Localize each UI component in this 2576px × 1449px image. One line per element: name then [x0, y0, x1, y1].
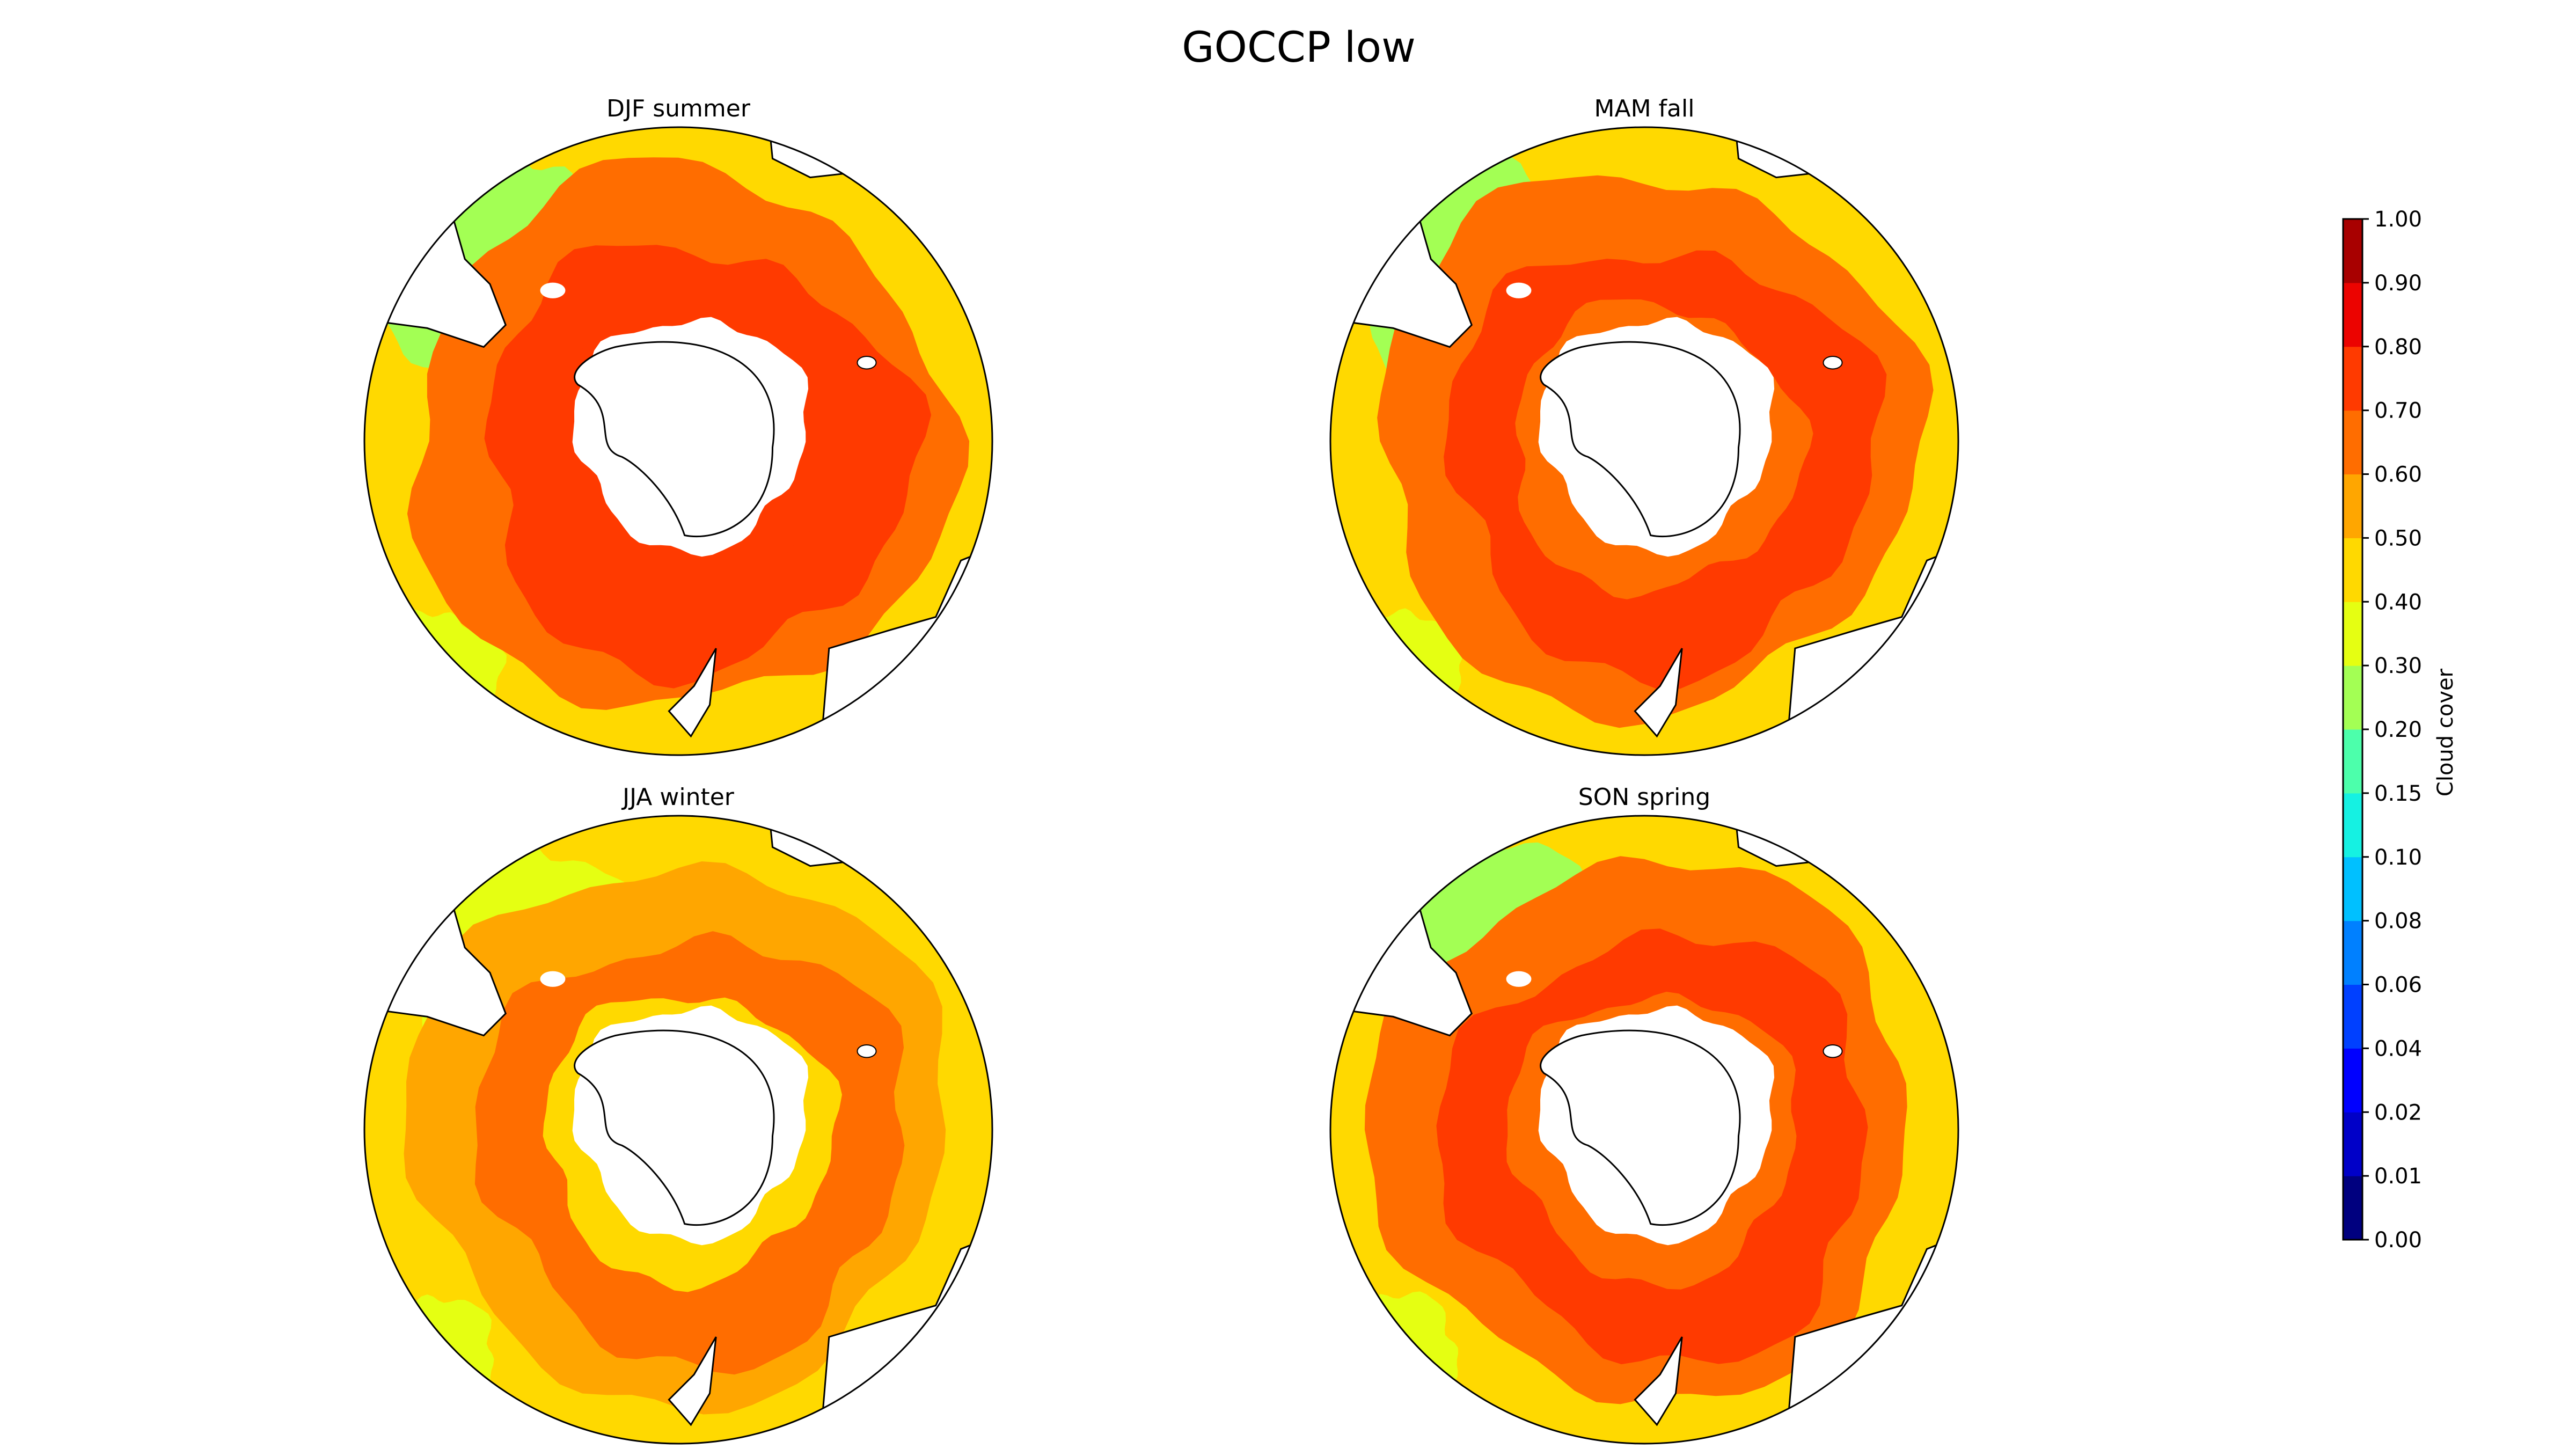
- colorbar-segment: [2343, 219, 2362, 283]
- colorbar-tick-label: 0.20: [2374, 718, 2422, 742]
- colorbar-tick-label: 0.30: [2374, 654, 2422, 678]
- colorbar-segment: [2343, 474, 2362, 538]
- new-zealand-coastline: [668, 1336, 717, 1426]
- new-zealand-coastline: [1634, 648, 1683, 738]
- colorbar-tick-label: 1.00: [2374, 207, 2422, 232]
- colorbar-tick-label: 0.15: [2374, 781, 2422, 806]
- low-cloud-patch: [1330, 1291, 1458, 1437]
- colorbar-tick-label: 0.70: [2374, 399, 2422, 423]
- new-zealand-coastline: [1634, 1336, 1683, 1426]
- colorbar-tick-label: 0.01: [2374, 1164, 2422, 1189]
- antarctica-coastline: [574, 1029, 775, 1226]
- panel-grid: DJF summer MAM fall JJA winter SON spring: [363, 95, 1959, 1445]
- polar-map-panel: MAM fall: [1329, 95, 1959, 756]
- polar-map-panel: JJA winter: [363, 784, 993, 1445]
- africa-coastline: [1731, 816, 1865, 867]
- antarctica-coastline: [574, 341, 775, 538]
- panel-title: SON spring: [1578, 784, 1710, 811]
- map-boundary: [1329, 126, 1959, 756]
- kerguelen-island: [1823, 1044, 1843, 1058]
- colorbar-segment: [2343, 282, 2362, 347]
- antarctica-coastline: [1540, 1029, 1741, 1226]
- cloud-field: [364, 127, 992, 755]
- colorbar-tick-label: 0.04: [2374, 1036, 2422, 1061]
- colorbar-tick-label: 0.10: [2374, 845, 2422, 870]
- colorbar-tick-label: 0.00: [2374, 1228, 2422, 1253]
- colorbar-segment: [2343, 410, 2362, 474]
- colorbar-segment: [2343, 984, 2362, 1049]
- colorbar-segment: [2343, 857, 2362, 921]
- colorbar-segment: [2343, 1048, 2362, 1113]
- colorbar-segment: [2343, 538, 2362, 602]
- kerguelen-island: [857, 1044, 877, 1058]
- kerguelen-island: [857, 356, 877, 370]
- kerguelen-island: [1823, 356, 1843, 370]
- panel-title: DJF summer: [606, 95, 751, 122]
- polar-map-panel: DJF summer: [363, 95, 993, 756]
- colorbar-tick-label: 0.90: [2374, 271, 2422, 296]
- map-boundary: [363, 815, 993, 1445]
- colorbar-segment: [2343, 793, 2362, 858]
- colorbar-tick-label: 0.50: [2374, 526, 2422, 551]
- colorbar-tick-label: 0.80: [2374, 335, 2422, 360]
- colorbar-tick-label: 0.60: [2374, 463, 2422, 487]
- new-zealand-coastline: [668, 648, 717, 738]
- colorbar-label: Cloud cover: [2433, 668, 2458, 796]
- island-gap: [540, 971, 566, 987]
- colorbar-tick-label: 0.40: [2374, 590, 2422, 614]
- africa-coastline: [765, 127, 899, 179]
- colorbar-tick-label: 0.06: [2374, 973, 2422, 998]
- island-gap: [1506, 971, 1532, 987]
- island-gap: [540, 282, 566, 298]
- colorbar-segment: [2343, 920, 2362, 985]
- panel-title: MAM fall: [1594, 95, 1695, 122]
- island-gap: [1506, 282, 1532, 298]
- colorbar-tick-label: 0.08: [2374, 909, 2422, 934]
- cloud-field: [1330, 816, 1958, 1444]
- africa-coastline: [1731, 127, 1865, 179]
- panel-title: JJA winter: [621, 784, 735, 811]
- colorbar-tick-label: 0.02: [2374, 1100, 2422, 1125]
- colorbar-segment: [2343, 729, 2362, 794]
- colorbar-segment: [2343, 346, 2362, 411]
- polar-map-panel: SON spring: [1329, 784, 1959, 1445]
- colorbar-segment: [2343, 665, 2362, 730]
- cloud-field: [1330, 127, 1958, 755]
- colorbar: Cloud cover 0.00 0.01 0.02 0.04 0.06 0.08 0.10…: [2342, 207, 2458, 1253]
- colorbar-segment: [2343, 1112, 2362, 1176]
- colorbar-segment: [2343, 1176, 2362, 1240]
- cloud-field: [364, 816, 992, 1444]
- antarctica-coastline: [1540, 341, 1741, 538]
- colorbar-segment: [2343, 602, 2362, 666]
- map-boundary: [363, 126, 993, 756]
- africa-coastline: [765, 816, 899, 867]
- map-boundary: [1329, 815, 1959, 1445]
- figure-title: GOCCP low: [1182, 24, 1416, 72]
